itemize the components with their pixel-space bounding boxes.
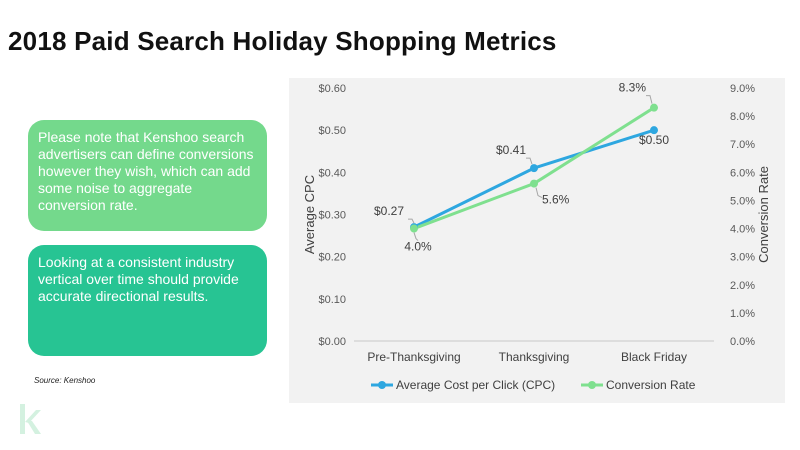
data-label: $0.27 bbox=[374, 204, 404, 218]
x-tick-label: Thanksgiving bbox=[499, 350, 570, 364]
y2-tick-label: 0.0% bbox=[730, 336, 755, 348]
y-tick-label: $0.40 bbox=[318, 167, 346, 179]
note-industry-vertical: Looking at a consistent industry vertica… bbox=[28, 245, 267, 356]
legend-label: Conversion Rate bbox=[606, 378, 696, 392]
data-label: 8.3% bbox=[619, 81, 647, 95]
y2-tick-label: 1.0% bbox=[730, 308, 755, 320]
cpc-conversion-chart: $0.00 $0.10 $0.20 $0.30 $0.40 $0.50 $0.60 0.0% 1… bbox=[302, 81, 771, 392]
kenshoo-logo-icon bbox=[20, 404, 41, 434]
data-point-conversion-rate bbox=[650, 103, 658, 112]
y2-tick-label: 7.0% bbox=[730, 139, 755, 151]
data-point-cpc bbox=[650, 126, 658, 135]
y2-tick-label: 5.0% bbox=[730, 195, 755, 207]
y-tick-label: $0.60 bbox=[318, 83, 346, 95]
y-tick-label: $0.00 bbox=[318, 336, 346, 348]
y2-tick-label: 9.0% bbox=[730, 83, 755, 95]
data-label-leader bbox=[535, 187, 543, 199]
x-tick-label: Pre-Thanksgiving bbox=[367, 350, 460, 364]
legend-swatch-marker bbox=[378, 381, 386, 389]
data-label: $0.50 bbox=[639, 133, 669, 147]
data-point-conversion-rate bbox=[410, 224, 418, 233]
series-line-cpc bbox=[413, 128, 655, 229]
data-label-leader bbox=[408, 218, 415, 224]
y2-axis-title: Conversion Rate bbox=[756, 166, 771, 263]
y2-tick-label: 6.0% bbox=[730, 167, 755, 179]
note-conversion-definition: Please note that Kenshoo search advertis… bbox=[28, 120, 267, 231]
data-label: 4.0% bbox=[404, 240, 432, 254]
y-tick-label: $0.30 bbox=[318, 210, 346, 222]
y-tick-label: $0.20 bbox=[318, 252, 346, 264]
data-label-leader bbox=[413, 232, 419, 241]
chart-panel: $0.00 $0.10 $0.20 $0.30 $0.40 $0.50 $0.60 0.0% 1… bbox=[289, 78, 785, 403]
y2-tick-label: 4.0% bbox=[730, 224, 755, 236]
data-label: $0.41 bbox=[496, 143, 526, 157]
data-label: 5.6% bbox=[542, 193, 570, 207]
data-point-cpc bbox=[530, 164, 538, 173]
data-label-leader bbox=[646, 95, 653, 104]
y2-tick-label: 3.0% bbox=[730, 252, 755, 264]
legend-label: Average Cost per Click (CPC) bbox=[396, 378, 555, 392]
x-tick-label: Black Friday bbox=[621, 350, 687, 364]
y2-tick-label: 8.0% bbox=[730, 111, 755, 123]
y-axis-title: Average CPC bbox=[302, 175, 317, 254]
legend-swatch-marker bbox=[588, 381, 596, 389]
y-tick-label: $0.10 bbox=[318, 294, 346, 306]
data-label-leader bbox=[526, 157, 533, 165]
y-tick-label: $0.50 bbox=[318, 125, 346, 137]
page-title: 2018 Paid Search Holiday Shopping Metric… bbox=[8, 26, 557, 56]
y2-tick-label: 2.0% bbox=[730, 280, 755, 292]
source-caption: Source: Kenshoo bbox=[34, 376, 96, 385]
data-point-conversion-rate bbox=[530, 179, 538, 188]
